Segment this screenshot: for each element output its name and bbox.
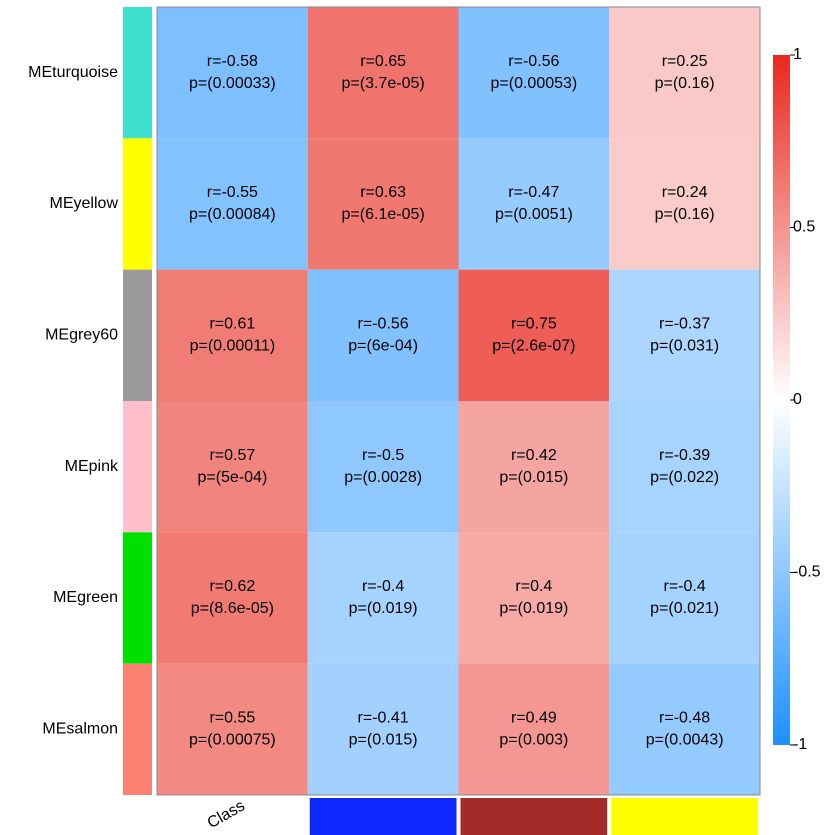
heatmap-cell — [307, 269, 459, 401]
heatmap-cell — [609, 401, 760, 533]
row-label: MEyellow — [50, 195, 119, 212]
cell-p-label: p=(0.00033) — [189, 75, 276, 92]
row-label: MEturquoise — [28, 64, 118, 81]
cell-r-label: r=-0.5 — [362, 447, 404, 464]
heatmap-cell — [307, 138, 459, 270]
cell-r-label: r=0.49 — [511, 710, 557, 727]
cell-p-label: p=(0.031) — [650, 338, 719, 355]
cell-r-label: r=-0.4 — [362, 578, 404, 595]
cell-r-label: r=0.25 — [662, 53, 708, 70]
row-label: MEsalmon — [42, 721, 118, 738]
row-label: MEgrey60 — [45, 327, 118, 344]
colorbar-tick-label: 0.5 — [793, 219, 815, 236]
cell-p-label: p=(0.015) — [349, 732, 418, 749]
heatmap-cell — [458, 663, 610, 795]
cell-p-label: p=(0.00075) — [189, 732, 276, 749]
heatmap-cell — [609, 532, 760, 664]
heatmap-cell — [307, 663, 459, 795]
row-color-bar — [123, 532, 152, 664]
heatmap-border — [156, 6, 761, 796]
row-label: MEpink — [65, 458, 119, 475]
heatmap-cell — [458, 401, 610, 533]
x-tick-label: Class — [205, 797, 248, 832]
cell-p-label: p=(6e-04) — [348, 338, 418, 355]
row-color-bar — [123, 663, 152, 795]
column-color-bar — [460, 798, 608, 835]
colorbar-tick-label: -1 — [793, 736, 807, 753]
cell-p-label: p=(0.019) — [349, 600, 418, 617]
cell-r-label: r=-0.55 — [207, 184, 258, 201]
colorbar-tick-label: -0.5 — [793, 564, 821, 581]
cell-r-label: r=-0.47 — [508, 184, 559, 201]
cell-p-label: p=(0.0043) — [646, 732, 724, 749]
cell-r-label: r=0.55 — [209, 710, 255, 727]
heatmap-cell — [157, 663, 308, 795]
cell-p-label: p=(6.1e-05) — [342, 206, 425, 223]
cell-r-label: r=-0.58 — [207, 53, 258, 70]
cell-p-label: p=(3.7e-05) — [342, 75, 425, 92]
cell-p-label: p=(0.16) — [655, 75, 715, 92]
cell-r-label: r=0.4 — [515, 578, 552, 595]
cell-r-label: r=0.42 — [511, 447, 557, 464]
cell-p-label: p=(0.00084) — [189, 206, 276, 223]
cell-p-label: p=(0.015) — [499, 469, 568, 486]
cell-r-label: r=-0.41 — [358, 710, 409, 727]
heatmap-cell — [157, 401, 308, 533]
heatmap-cell — [609, 663, 760, 795]
heatmap-cell — [157, 269, 308, 401]
cell-p-label: p=(0.0028) — [344, 469, 422, 486]
heatmap-cell — [458, 7, 610, 139]
cell-r-label: r=0.24 — [662, 184, 708, 201]
cell-p-label: p=(0.003) — [499, 732, 568, 749]
heatmap-cell — [157, 7, 308, 139]
cell-p-label: p=(8.6e-05) — [191, 600, 274, 617]
cell-r-label: r=-0.39 — [659, 447, 710, 464]
cell-p-label: p=(0.00011) — [190, 338, 276, 355]
heatmap-cell — [307, 401, 459, 533]
heatmap-cell — [458, 269, 610, 401]
cell-p-label: p=(0.021) — [650, 600, 719, 617]
row-color-bar — [123, 401, 152, 533]
colorbar-tick-label: 1 — [793, 46, 802, 63]
row-color-bar — [123, 7, 152, 139]
cell-r-label: r=0.57 — [209, 447, 255, 464]
colorbar — [773, 55, 790, 745]
row-color-bar — [123, 269, 152, 401]
column-color-bar — [309, 798, 457, 835]
heatmap-cell — [609, 7, 760, 139]
heatmap-cell — [458, 138, 610, 270]
heatmap-cell — [157, 532, 308, 664]
cell-r-label: r=-0.37 — [659, 316, 710, 333]
row-label: MEgreen — [53, 589, 118, 606]
cell-r-label: r=0.61 — [209, 316, 255, 333]
cell-p-label: p=(0.0051) — [495, 206, 573, 223]
heatmap-cell — [609, 138, 760, 270]
cell-p-label: p=(0.019) — [499, 600, 568, 617]
cell-p-label: p=(0.022) — [650, 469, 719, 486]
cell-r-label: r=0.63 — [360, 184, 406, 201]
cell-r-label: r=0.75 — [511, 316, 557, 333]
cell-p-label: p=(5e-04) — [197, 469, 267, 486]
heatmap-cell — [458, 532, 610, 664]
cell-p-label: p=(0.00053) — [491, 75, 578, 92]
heatmap-cell — [157, 138, 308, 270]
cell-p-label: p=(2.6e-07) — [492, 338, 575, 355]
heatmap-cell — [609, 269, 760, 401]
colorbar-tick-label: 0 — [793, 391, 802, 408]
heatmap-cell — [307, 532, 459, 664]
row-color-bar — [123, 138, 152, 270]
heatmap-cell — [307, 7, 459, 139]
cell-p-label: p=(0.16) — [655, 206, 715, 223]
cell-r-label: r=-0.48 — [659, 710, 710, 727]
column-color-bar — [611, 798, 758, 835]
cell-r-label: r=0.65 — [360, 53, 406, 70]
cell-r-label: r=-0.56 — [358, 316, 409, 333]
cell-r-label: r=0.62 — [209, 578, 255, 595]
cell-r-label: r=-0.56 — [508, 53, 559, 70]
cell-r-label: r=-0.4 — [664, 578, 706, 595]
